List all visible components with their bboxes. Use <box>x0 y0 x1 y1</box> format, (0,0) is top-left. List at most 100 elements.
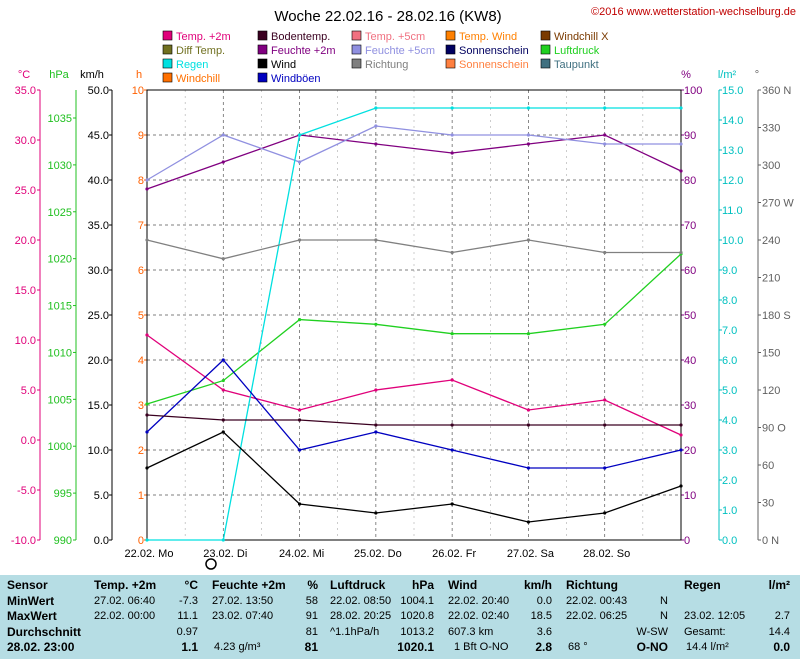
data-point <box>450 423 454 427</box>
dir-current-value: O-NO <box>636 640 668 654</box>
legend-item: Windchill X <box>540 30 609 43</box>
legend-swatch <box>540 58 551 69</box>
celsius-tick-label: 30.0 <box>15 135 36 147</box>
rain-tick-label: 11.0 <box>722 205 743 217</box>
data-point <box>679 423 683 427</box>
legend-swatch <box>162 44 173 55</box>
stats-label-current: 28.02. 23:00 <box>7 640 75 654</box>
percent-tick-label: 0 <box>684 535 690 547</box>
legend-label: Bodentemp. <box>271 31 330 43</box>
stats-label-min: MinWert <box>7 593 55 608</box>
data-point <box>526 466 531 470</box>
wind-bft-note: 1 Bft O-NO <box>454 641 509 653</box>
stats-header-rain-unit: l/m² <box>768 578 790 592</box>
rain-tick-label: 5.0 <box>722 385 737 397</box>
series-line-temp-2m <box>146 334 682 436</box>
legend-item: Sonnenschein <box>445 58 529 71</box>
celsius-tick-label: 35.0 <box>15 85 36 97</box>
data-point <box>221 538 225 542</box>
plot-frame <box>146 89 682 541</box>
hum-min-value: 58 <box>305 594 318 607</box>
press-current-value: 1020.1 <box>397 640 434 654</box>
direction-tick-label: 60 <box>762 460 774 472</box>
x-tick-label: 28.02. So <box>583 548 630 560</box>
data-point <box>221 388 225 392</box>
direction-tick-label: 210 <box>762 273 780 285</box>
celsius-axis-unit: °C <box>18 69 30 81</box>
data-point <box>145 402 149 406</box>
data-point <box>603 398 607 402</box>
wind-avg-value: 3.6 <box>536 625 552 638</box>
data-point <box>374 322 378 326</box>
data-point <box>145 430 149 434</box>
dir-min-value: N <box>660 594 668 607</box>
kmh-tick-label: 20.0 <box>88 355 109 367</box>
data-point <box>679 433 683 437</box>
hours-tick-label: 8 <box>138 175 144 187</box>
legend-label: Temp. +5cm <box>365 31 425 43</box>
hours-tick-label: 5 <box>138 310 144 322</box>
data-point <box>526 133 531 137</box>
direction-tick-label: 270 W <box>762 198 794 210</box>
legend-label: Taupunkt <box>554 59 599 71</box>
data-point <box>297 160 302 164</box>
data-point <box>603 250 607 255</box>
hours-tick-label: 2 <box>138 445 144 457</box>
data-point <box>526 423 531 427</box>
hours-tick-label: 10 <box>132 85 144 97</box>
rain-current-note: 14.4 l/m² <box>686 641 729 653</box>
data-point <box>450 133 454 137</box>
stats-col-pressure: Luftdruck hPa 22.02. 08:50 1004.1 28.02.… <box>330 578 436 656</box>
data-point <box>603 142 607 146</box>
rain-tick-label: 1.0 <box>722 505 737 517</box>
stats-col-temp: Temp. +2m °C 27.02. 06:40 -7.3 22.02. 00… <box>94 578 204 656</box>
data-point <box>374 124 378 128</box>
hours-tick-label: 3 <box>138 400 144 412</box>
data-point <box>526 332 531 336</box>
dir-degree-note: 68 ° <box>568 641 588 653</box>
series-line-wind <box>146 431 682 523</box>
data-point <box>374 238 378 242</box>
series-line-regen <box>147 107 681 541</box>
data-point <box>297 418 302 422</box>
rain-axis-unit: l/m² <box>718 69 737 81</box>
temp-avg-value: 0.97 <box>176 625 198 638</box>
cursor-marker-icon[interactable] <box>205 558 217 570</box>
data-point <box>526 520 531 524</box>
x-tick-label: 23.02. Di <box>203 548 247 560</box>
direction-tick-label: 90 O <box>762 423 786 435</box>
temp-min-value: -7.3 <box>179 594 198 607</box>
data-point <box>297 502 302 506</box>
data-point <box>450 151 454 155</box>
rain-tick-label: 4.0 <box>722 415 737 427</box>
legend-label: Temp. Wind <box>459 31 517 43</box>
legend-label: Richtung <box>365 59 408 71</box>
percent-tick-label: 30 <box>684 400 696 412</box>
percent-tick-label: 90 <box>684 130 696 142</box>
legend-swatch <box>162 58 173 69</box>
celsius-tick-label: 20.0 <box>15 235 36 247</box>
percent-tick-label: 40 <box>684 355 696 367</box>
hum-current-value: 81 <box>304 640 318 654</box>
kmh-tick-label: 40.0 <box>88 175 109 187</box>
legend-label: Windchill X <box>554 31 609 43</box>
rain-current-value: 0.0 <box>773 640 790 654</box>
legend-item: Temp. +2m <box>162 30 231 43</box>
data-point <box>450 448 454 452</box>
legend-item: Feuchte +2m <box>257 44 336 57</box>
stats-header-temp: Temp. +2m <box>94 578 157 592</box>
temp-min-time: 27.02. 06:40 <box>94 594 156 607</box>
legend-item: Temp. Wind <box>445 30 517 43</box>
legend-label: Diff Temp. <box>176 45 225 57</box>
hum-avg-value: 81 <box>305 625 318 638</box>
percent-tick-label: 20 <box>684 445 696 457</box>
wind-current-value: 2.8 <box>535 640 552 654</box>
legend-label: Wind <box>271 59 296 71</box>
percent-tick-label: 50 <box>684 310 696 322</box>
stats-col-humidity: Feuchte +2m % 27.02. 13:50 58 23.02. 07:… <box>212 578 322 656</box>
stats-header-hum: Feuchte +2m <box>212 578 286 592</box>
legend-label: Luftdruck <box>554 45 600 57</box>
hours-tick-label: 0 <box>138 535 144 547</box>
wind-max-time: 22.02. 02:40 <box>448 610 510 622</box>
data-point <box>603 511 607 515</box>
